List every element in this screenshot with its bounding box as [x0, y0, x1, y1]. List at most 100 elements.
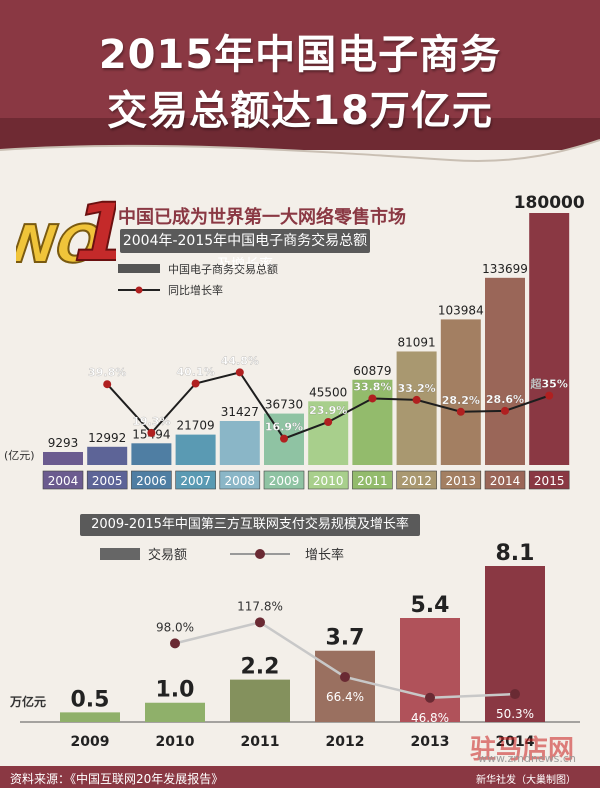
growth-label-2013: 46.8%	[411, 711, 449, 725]
value-label-2011: 60879	[353, 364, 391, 378]
growth-label-2005: 39.8%	[88, 366, 126, 379]
value-label-2004: 9293	[48, 436, 79, 450]
growth-label-2007: 40.1%	[177, 366, 215, 379]
bar-2011	[230, 679, 290, 722]
tick-label-2010: 2010	[156, 734, 195, 750]
tick-box-2015	[528, 470, 570, 490]
tick-box-2006	[131, 470, 172, 490]
growth-label-2009: 16.9%	[265, 421, 303, 434]
page-title-line2: 交易总额达18万亿元	[107, 88, 493, 134]
growth-marker-2013	[425, 692, 435, 703]
value-label-2012: 3.7	[326, 626, 365, 651]
bar-2010	[145, 702, 205, 722]
tick-label-2011: 2011	[357, 474, 388, 488]
bar-2004	[43, 451, 83, 465]
tick-label-2014: 2014	[496, 734, 535, 750]
tick-box-2013	[440, 470, 482, 490]
growth-marker-2007	[191, 379, 200, 388]
legend-bar-label: 中国电子商务交易总额	[168, 262, 278, 276]
value-label-2013: 103984	[438, 303, 484, 317]
tick-box-2010	[307, 470, 349, 490]
bar-2012	[315, 650, 375, 722]
growth-label-2013: 28.2%	[442, 394, 480, 407]
tick-label-2008: 2008	[225, 474, 256, 488]
legend-bar-swatch	[100, 548, 140, 560]
growth-label-2010: 98.0%	[156, 620, 194, 634]
footer: 资料来源：《中国互联网20年发展报告》 新华社发（大巢制图）	[0, 766, 600, 788]
growth-label-2015: 超35%	[530, 377, 568, 391]
tick-label-2013: 2013	[411, 734, 450, 750]
chart2-title: 2009-2015年中国第三方互联网支付交易规模及增长率	[80, 514, 420, 536]
growth-marker-2009	[280, 434, 288, 443]
growth-label-2014: 28.6%	[486, 393, 524, 406]
headline: 中国已成为世界第一大网络零售市场	[118, 207, 406, 228]
legend-line-label: 增长率	[305, 547, 344, 563]
growth-marker-2014	[510, 689, 520, 700]
growth-marker-2010	[324, 417, 333, 426]
tick-label-2005: 2005	[92, 474, 123, 488]
bar-2009	[60, 712, 120, 722]
tick-box-2004	[42, 470, 84, 490]
tick-box-2008	[219, 470, 261, 490]
value-label-2012: 81091	[398, 335, 436, 349]
value-label-2014: 8.1	[496, 541, 535, 566]
footer-source: 资料来源：《中国互联网20年发展报告》	[10, 772, 224, 786]
value-label-2015: 180000	[514, 193, 585, 213]
tick-label-2006: 2006	[136, 474, 167, 488]
header-band	[0, 118, 600, 150]
growth-marker-2010	[170, 638, 180, 649]
growth-marker-2012	[412, 395, 421, 404]
badge-text: NO	[16, 215, 105, 275]
growth-label-2010: 23.9%	[309, 404, 347, 417]
tick-label-2009: 2009	[269, 474, 300, 488]
chart1-title: 2004年-2015年中国电子商务交易总额及增长率	[120, 229, 370, 273]
page-title-line1: 2015年中国电子商务	[98, 32, 502, 78]
tick-box-2009	[263, 470, 305, 490]
value-label-2014: 133699	[482, 262, 528, 276]
growth-marker-2006	[147, 428, 156, 437]
tick-label-2012: 2012	[401, 474, 432, 488]
bar-2015	[529, 213, 570, 465]
tick-label-2010: 2010	[313, 474, 344, 488]
growth-marker-2011	[255, 617, 265, 628]
growth-label-2011: 33.8%	[353, 380, 391, 393]
value-label-2009: 36730	[265, 398, 303, 412]
value-label-2011: 2.2	[241, 655, 280, 680]
tick-box-2012	[396, 470, 437, 490]
value-label-2007: 21709	[177, 419, 215, 433]
bar-2008	[219, 421, 260, 465]
bar-2006	[131, 443, 172, 465]
y-axis-label: (亿元)	[4, 449, 35, 462]
bar-2013	[400, 618, 460, 722]
bar-2012	[396, 351, 437, 465]
tick-label-2015: 2015	[534, 474, 565, 488]
growth-marker-2015	[545, 391, 554, 400]
chart1-svg: 中国电子商务交易总额同比增长率(亿元)929320041299220051549…	[4, 193, 585, 490]
value-label-2010: 45500	[309, 385, 347, 399]
tick-label-2007: 2007	[180, 474, 211, 488]
value-label-2009: 0.5	[71, 687, 110, 712]
growth-label-2012: 33.2%	[398, 382, 436, 395]
growth-marker-2014	[501, 406, 509, 415]
tick-box-2014	[484, 470, 526, 490]
tick-label-2009: 2009	[71, 734, 110, 750]
bar-2005	[87, 446, 128, 465]
growth-label-2011: 117.8%	[237, 599, 283, 613]
growth-marker-2005	[103, 380, 112, 389]
tick-label-2013: 2013	[446, 474, 477, 488]
no1-badge: NO 1	[16, 186, 116, 277]
bar-2013	[440, 319, 481, 465]
growth-marker-2013	[456, 407, 465, 416]
bar-2011	[352, 379, 393, 465]
growth-label-2012: 66.4%	[326, 690, 364, 704]
tick-label-2011: 2011	[241, 734, 280, 750]
growth-label-2006: 19.3%	[132, 415, 170, 428]
value-label-2013: 5.4	[411, 593, 450, 618]
growth-label-2008: 44.8%	[221, 354, 259, 367]
watermark-logo: 驻马店网	[470, 735, 575, 765]
header-wave	[0, 139, 600, 200]
watermark-url: www.zmdnews.cn	[478, 752, 576, 765]
bar-2014	[485, 277, 525, 465]
